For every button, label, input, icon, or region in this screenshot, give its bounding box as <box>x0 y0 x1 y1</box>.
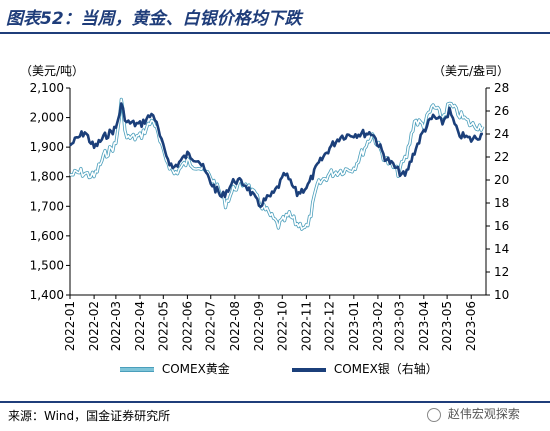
left-tick-label: 2,100 <box>30 81 64 95</box>
right-tick-label: 12 <box>494 265 509 279</box>
left-tick-label: 1,500 <box>30 258 64 272</box>
right-tick-label: 16 <box>494 219 509 233</box>
right-tick-label: 24 <box>494 127 509 141</box>
source-note: 来源：Wind，国金证券研究所 <box>8 409 171 423</box>
x-tick-label: 2023-03 <box>393 301 407 351</box>
left-tick-label: 2,000 <box>30 111 64 125</box>
x-tick-label: 2022-08 <box>228 301 242 351</box>
right-tick-label: 18 <box>494 196 509 210</box>
right-tick-label: 20 <box>494 173 509 187</box>
x-tick-label: 2022-09 <box>252 301 266 351</box>
left-tick-label: 1,800 <box>30 170 64 184</box>
legend-silver: COMEX银（右轴） <box>292 360 438 377</box>
left-tick-label: 1,900 <box>30 140 64 154</box>
x-tick-label: 2022-11 <box>299 301 313 351</box>
x-tick-label: 2023-06 <box>464 301 478 351</box>
x-tick-label: 2022-03 <box>109 301 123 351</box>
right-axis-unit: （美元/盎司） <box>433 64 510 78</box>
x-tick-label: 2023-02 <box>371 301 385 351</box>
footer-divider <box>0 401 550 403</box>
left-tick-label: 1,700 <box>30 199 64 213</box>
left-tick-label: 1,400 <box>30 288 64 302</box>
x-tick-label: 2022-10 <box>275 301 289 351</box>
x-tick-label: 2022-02 <box>87 301 101 351</box>
x-tick-label: 2022-05 <box>156 301 170 351</box>
x-tick-label: 2022-01 <box>63 301 77 351</box>
silver-series-line <box>69 102 483 208</box>
x-tick-label: 2023-04 <box>417 301 431 351</box>
gold-series-line-outline <box>69 97 485 231</box>
x-tick-label: 2022-12 <box>323 301 337 351</box>
gold-series-line <box>69 98 484 230</box>
right-tick-label: 26 <box>494 104 509 118</box>
left-axis-unit: （美元/吨） <box>20 64 85 78</box>
wechat-icon <box>427 407 441 422</box>
left-tick-label: 1,600 <box>30 229 64 243</box>
title-divider <box>0 32 550 34</box>
right-tick-label: 22 <box>494 150 509 164</box>
x-tick-label: 2022-07 <box>204 301 218 351</box>
legend-silver-swatch <box>292 367 326 372</box>
chart-title: 图表52：当周，黄金、白银价格均下跌 <box>6 9 302 29</box>
legend-gold-swatch <box>120 367 154 372</box>
right-tick-label: 10 <box>494 288 509 302</box>
x-tick-label: 2022-06 <box>180 301 194 351</box>
x-tick-label: 2023-01 <box>347 301 361 351</box>
watermark-text: 赵伟宏观探索 <box>447 407 520 421</box>
watermark: 赵伟宏观探索 <box>427 405 520 422</box>
right-tick-label: 28 <box>494 81 509 95</box>
x-tick-label: 2022-04 <box>133 301 147 351</box>
x-tick-label: 2023-05 <box>440 301 454 351</box>
legend-gold-label: COMEX黄金 <box>161 362 230 376</box>
right-tick-label: 14 <box>494 242 509 256</box>
legend-silver-label: COMEX银（右轴） <box>333 362 438 376</box>
legend-gold: COMEX黄金 <box>120 360 230 377</box>
